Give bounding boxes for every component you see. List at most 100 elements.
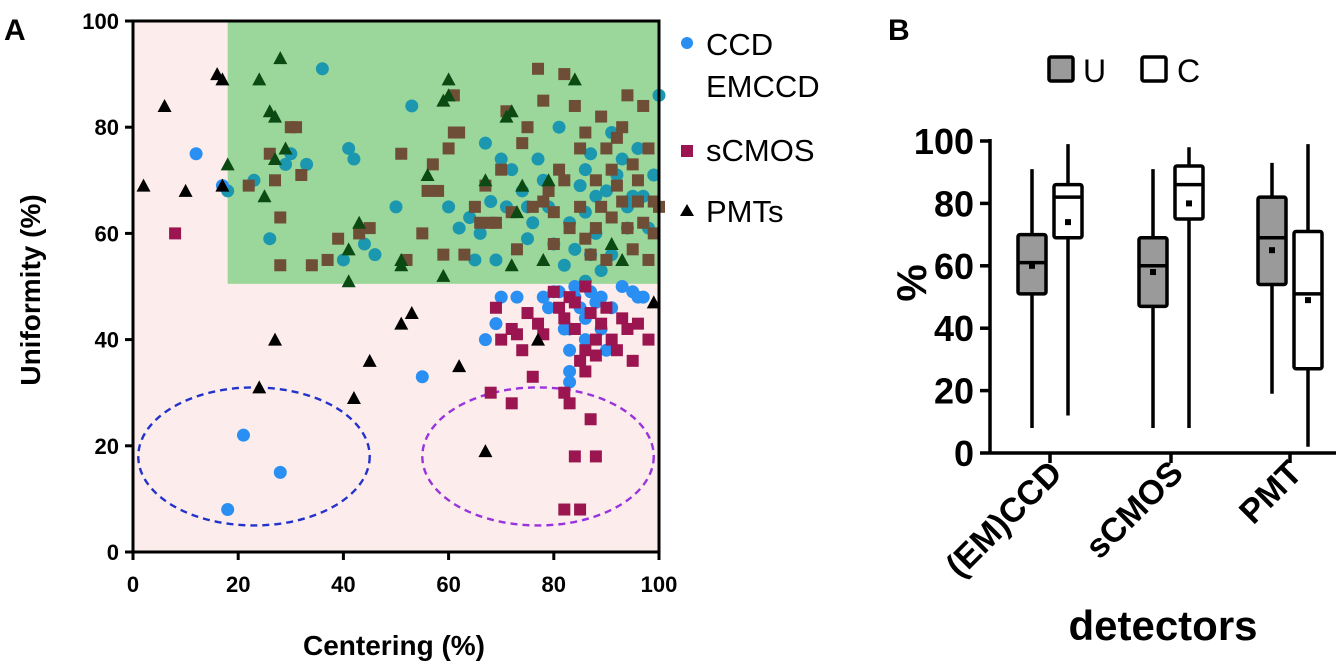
scmos-point (589, 349, 602, 362)
legend-u-swatch (1047, 55, 1075, 83)
scatter-points (136, 51, 666, 517)
pmt-point (257, 189, 272, 203)
pmt-point (215, 72, 230, 86)
scmos-point (647, 227, 660, 240)
scmos-point (631, 174, 644, 187)
scmos-point (595, 317, 608, 330)
pmt-point (615, 252, 630, 266)
scmos-point (547, 238, 560, 251)
scmos-point (558, 386, 571, 399)
scmos-point (584, 307, 597, 320)
x-tick-label: 80 (542, 572, 566, 597)
legend-scmos-label: sCMOS (706, 133, 815, 168)
ccd-point (221, 503, 235, 517)
ccd-point (589, 189, 603, 203)
scatter-legend: CCD EMCCD sCMOS PMTs (680, 27, 820, 229)
pmt-point (268, 109, 283, 123)
scmos-point (274, 211, 287, 224)
axis-ticks: 00 20 20 40 40 60 60 80 80 100 100 (82, 9, 677, 597)
scmos-point (558, 68, 571, 81)
boxplot-category-label: PMT (1232, 454, 1310, 532)
scmos-point (568, 322, 581, 335)
ccd-point (452, 221, 466, 235)
ccd-point (463, 210, 477, 224)
scatter-panel: A 00 20 20 40 40 60 60 80 80 100 100 Centering (%)… (4, 9, 820, 661)
x-tick-label: 20 (226, 572, 250, 597)
scmos-point (568, 99, 581, 112)
ccd-point (489, 253, 503, 267)
pmt-point (268, 332, 283, 346)
ccd-point (573, 179, 587, 193)
scmos-point (642, 142, 655, 155)
scmos-point (574, 142, 587, 155)
scmos-point (610, 131, 623, 144)
ccd-point (510, 290, 524, 304)
ccd-point (552, 120, 566, 134)
ccd-point (599, 343, 613, 357)
ccd-point (542, 301, 556, 315)
boxplot-x-axis-label: detectors (1068, 602, 1257, 649)
ccd-point (389, 200, 403, 214)
ccd-point (468, 253, 482, 267)
scmos-point (600, 301, 613, 314)
scmos-point (626, 243, 639, 256)
plot-frame (131, 19, 661, 554)
pmt-point (352, 215, 367, 229)
legend-ccd-label: CCD (706, 27, 773, 62)
scmos-point (269, 174, 282, 187)
legend-pmt-label: PMTs (706, 194, 784, 229)
scmos-point (642, 333, 655, 346)
scmos-point (626, 158, 639, 171)
scmos-point (605, 333, 618, 346)
ccd-point (478, 136, 492, 150)
ccd-point (563, 375, 577, 389)
ccd-point (599, 184, 613, 198)
scmos-point (579, 280, 592, 293)
box-mean (1269, 247, 1275, 254)
pmt-point (478, 173, 493, 187)
scmos-point (558, 174, 571, 187)
ccd-point (336, 253, 350, 267)
scmos-point (605, 163, 618, 176)
boxplot-y-tick-label: 0 (954, 433, 974, 474)
boxplot-y-tick-label: 20 (934, 371, 974, 412)
scmos-point (532, 317, 545, 330)
pmt-point (541, 173, 556, 187)
scmos-point (558, 503, 571, 516)
y-tick-label: 20 (95, 434, 119, 459)
scmos-point (621, 322, 634, 335)
pmt-point (504, 258, 519, 272)
scmos-point (637, 99, 650, 112)
pmt-point (420, 167, 435, 181)
scmos-point (537, 195, 550, 208)
scmos-point (458, 248, 471, 261)
pmt-point (536, 252, 551, 266)
pmt-point (220, 157, 235, 171)
pmt-point (278, 141, 293, 155)
ccd-point (521, 232, 534, 246)
scmos-point (242, 179, 255, 192)
ccd-point (478, 333, 492, 347)
ccd-point (578, 163, 592, 177)
x-axis-label: Centering (%) (303, 630, 485, 661)
ccd-point (615, 152, 629, 166)
ccd-point (442, 200, 456, 214)
y-tick-label: 40 (95, 328, 119, 353)
scmos-point (510, 243, 523, 256)
box-U (1256, 195, 1288, 287)
scmos-point (516, 137, 529, 150)
boxplot-category-label: sCMOS (1078, 454, 1190, 566)
pmt-point (404, 306, 419, 320)
ccd-point (568, 280, 582, 293)
ccd-point (568, 242, 582, 256)
scmos-point (563, 291, 576, 304)
pmt-point (504, 104, 519, 118)
scmos-point (589, 222, 602, 235)
ccd-point (563, 364, 577, 378)
boxplot-boxes (1016, 144, 1324, 447)
box-mean (1029, 262, 1035, 269)
pmt-point (362, 353, 377, 367)
scmos-point (395, 147, 408, 160)
